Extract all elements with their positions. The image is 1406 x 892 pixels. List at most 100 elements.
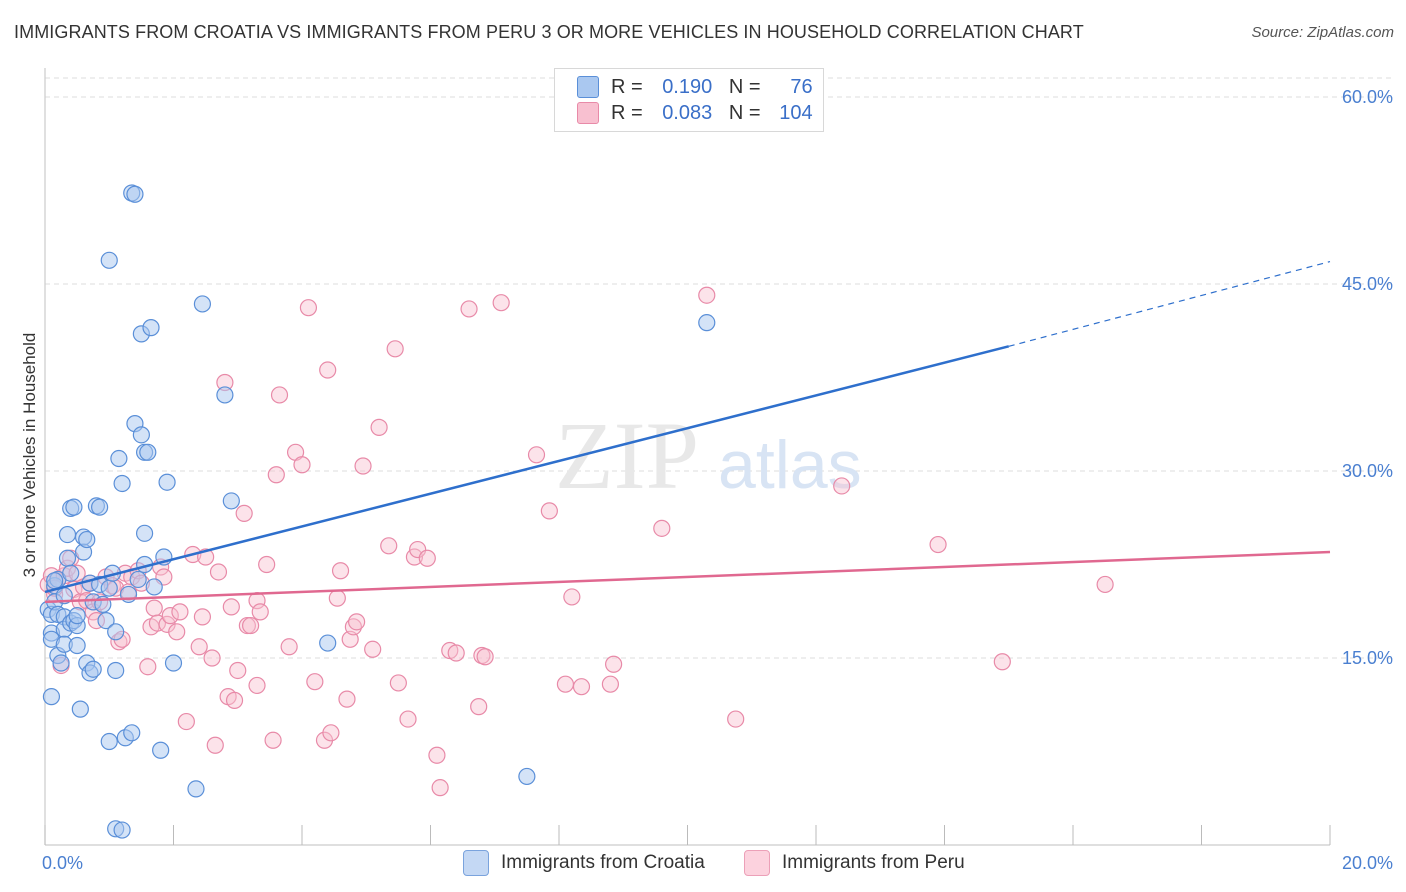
croatia-points	[39, 184, 716, 839]
peru-point	[206, 736, 224, 754]
peru-point	[386, 340, 404, 358]
peru-legend-swatch	[744, 850, 770, 876]
croatia-point	[216, 386, 234, 404]
croatia-point	[71, 700, 89, 718]
peru-points	[39, 286, 1114, 797]
croatia-point	[97, 611, 115, 630]
croatia-point	[107, 623, 125, 641]
croatia-point	[65, 498, 83, 516]
peru-point	[409, 540, 427, 559]
legend-item-croatia[interactable]: Immigrants from Croatia	[463, 850, 705, 876]
croatia-point	[58, 549, 77, 567]
croatia-point	[68, 607, 86, 625]
peru-point	[563, 588, 581, 606]
peru-point	[476, 648, 494, 666]
legend-item-peru[interactable]: Immigrants from Peru	[744, 850, 965, 876]
peru-trend-line	[44, 550, 1331, 604]
peru-point	[431, 779, 449, 797]
peru-point	[527, 446, 546, 464]
croatia-point	[52, 654, 70, 672]
peru-point	[348, 613, 366, 631]
croatia-point	[126, 185, 144, 203]
peru-point	[572, 678, 591, 696]
croatia-point	[100, 732, 118, 751]
croatia-point	[68, 636, 86, 655]
legend-n-value: 76	[790, 75, 813, 98]
peru-point	[354, 457, 372, 475]
legend-label-peru: Immigrants from Peru	[782, 852, 965, 873]
stats-legend: R = 0.190 N = 76 R = 0.083 N = 104	[554, 68, 824, 132]
legend-r-value: 0.190	[662, 75, 713, 98]
y-tick-label: 30.0%	[1342, 461, 1393, 481]
legend-row-peru: R = 0.083 N = 104	[577, 101, 813, 125]
croatia-point	[91, 498, 109, 516]
croatia-point	[193, 295, 212, 313]
croatia-point	[319, 634, 337, 652]
source-credit: Source: ZipAtlas.com	[1251, 24, 1394, 41]
peru-swatch	[577, 102, 599, 124]
croatia-point	[46, 572, 64, 590]
croatia-point	[100, 579, 118, 597]
croatia-point	[78, 530, 96, 549]
grid-lines	[45, 77, 1393, 659]
y-tick-label: 15.0%	[1342, 648, 1393, 668]
x-tick-label: 0.0%	[42, 853, 83, 873]
peru-point	[280, 638, 298, 656]
peru-point	[418, 549, 436, 567]
peru-point	[267, 466, 285, 484]
peru-point	[370, 418, 388, 436]
peru-point	[399, 710, 417, 728]
croatia-point	[123, 724, 141, 742]
peru-point	[248, 676, 266, 695]
croatia-point	[58, 525, 77, 544]
peru-point	[601, 675, 620, 693]
peru-point	[380, 537, 398, 555]
peru-point	[222, 598, 240, 616]
croatia-point	[42, 688, 61, 706]
croatia-point	[84, 660, 102, 678]
croatia-legend-swatch	[463, 850, 489, 876]
peru-point	[139, 658, 157, 676]
croatia-point	[152, 741, 170, 759]
peru-point	[653, 519, 671, 537]
peru-point	[605, 655, 623, 673]
peru-point	[193, 608, 212, 626]
croatia-point	[62, 564, 80, 582]
y-tick-label: 45.0%	[1342, 274, 1393, 294]
peru-point	[727, 710, 745, 728]
trend-lines	[44, 260, 1331, 604]
croatia-point	[187, 780, 205, 798]
croatia-point	[142, 319, 160, 337]
axes	[44, 68, 1331, 846]
peru-point	[270, 386, 289, 404]
croatia-swatch	[577, 76, 599, 98]
y-tick-label: 60.0%	[1342, 87, 1393, 107]
peru-point	[319, 361, 337, 379]
peru-point	[338, 690, 356, 708]
croatia-point	[145, 578, 163, 596]
peru-point	[447, 644, 465, 662]
peru-point	[242, 616, 260, 635]
peru-point	[389, 674, 407, 692]
peru-point	[833, 477, 851, 495]
peru-point	[293, 456, 311, 474]
peru-point	[229, 661, 247, 680]
legend-n-value: 104	[779, 101, 813, 124]
peru-point	[322, 724, 340, 742]
croatia-point	[113, 821, 131, 839]
croatia-trend-line	[44, 345, 1010, 594]
croatia-point	[139, 443, 157, 461]
croatia-point	[110, 449, 128, 468]
peru-point	[993, 653, 1011, 671]
watermark-atlas: atlas	[718, 427, 862, 503]
peru-point	[306, 673, 324, 691]
peru-point	[168, 623, 186, 641]
legend-n-label: N =	[728, 101, 761, 124]
axis-labels: 15.0% 30.0% 45.0% 60.0% 0.0% 20.0%	[42, 87, 1393, 873]
zipatlas-watermark: ZIP atlas	[555, 402, 862, 509]
peru-point	[258, 555, 276, 574]
peru-point	[556, 675, 575, 693]
chart-title: IMMIGRANTS FROM CROATIA VS IMMIGRANTS FR…	[14, 22, 1084, 42]
peru-point	[171, 603, 189, 621]
legend-row-croatia: R = 0.190 N = 76	[577, 75, 813, 99]
